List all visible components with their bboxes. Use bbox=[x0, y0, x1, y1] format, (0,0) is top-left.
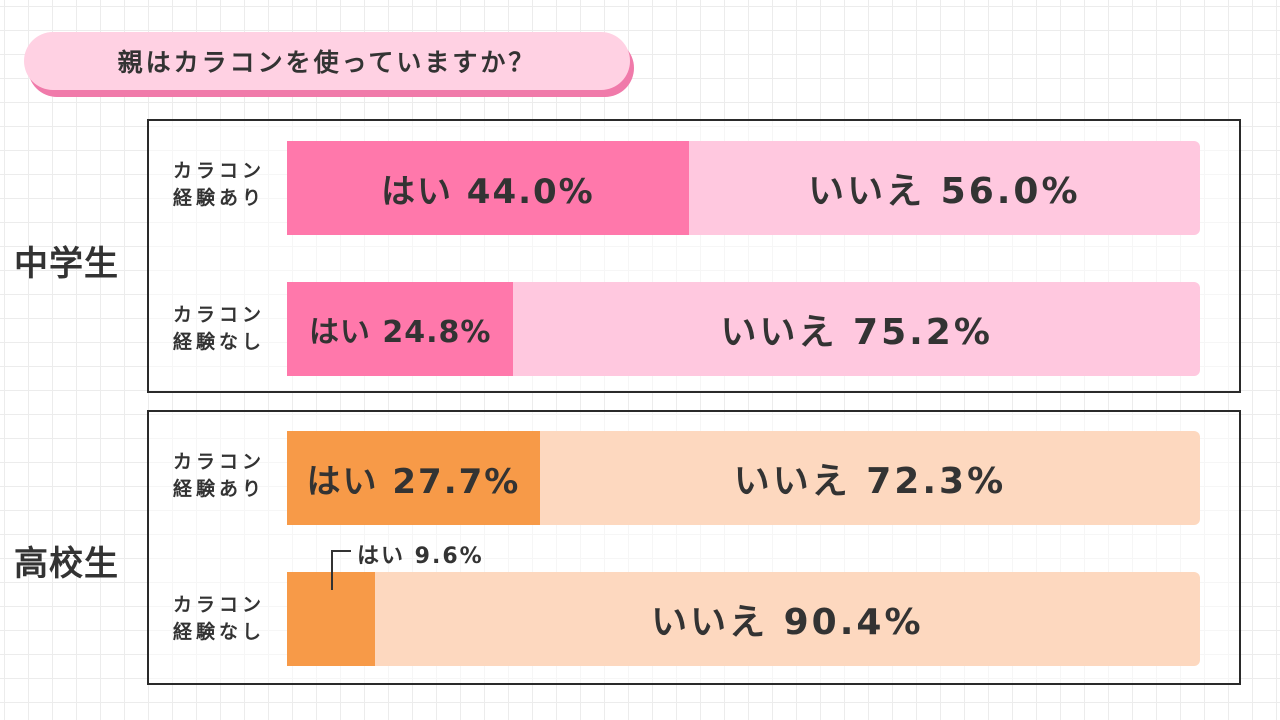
bar-no-label: いいえ 56.0% bbox=[808, 171, 1081, 212]
group-label-junior-high: 中学生 bbox=[14, 244, 119, 284]
chart-title: 親はカラコンを使っていますか？ bbox=[24, 32, 630, 90]
bar-no-segment: いいえ 90.4% bbox=[374, 572, 1200, 666]
row-label-junior-experienced: カラコン 経験あり bbox=[158, 158, 280, 212]
row-label-senior-inexperienced: カラコン 経験なし bbox=[158, 592, 280, 646]
row-label-line: カラコン bbox=[172, 451, 265, 473]
row-label-line: 経験なし bbox=[172, 621, 265, 643]
bar-yes-segment: はい 24.8% bbox=[287, 282, 514, 376]
bar-junior-inexperienced: はい 24.8% いいえ 75.2% bbox=[287, 282, 1200, 376]
row-label-line: 経験あり bbox=[172, 187, 265, 209]
row-label-line: カラコン bbox=[172, 160, 265, 182]
row-label-line: カラコン bbox=[172, 304, 265, 326]
bar-no-segment: いいえ 72.3% bbox=[539, 431, 1200, 525]
bar-no-label: いいえ 72.3% bbox=[733, 461, 1007, 502]
row-label-line: 経験なし bbox=[172, 331, 265, 353]
bar-yes-segment: はい 44.0% bbox=[287, 141, 689, 235]
bar-senior-experienced: はい 27.7% いいえ 72.3% bbox=[287, 431, 1200, 525]
bar-senior-inexperienced: いいえ 90.4% bbox=[287, 572, 1200, 666]
row-label-senior-experienced: カラコン 経験あり bbox=[158, 449, 280, 503]
bar-yes-label: はい 24.8% bbox=[308, 315, 492, 350]
bar-no-segment: いいえ 56.0% bbox=[688, 141, 1200, 235]
bar-no-label: いいえ 75.2% bbox=[720, 312, 993, 353]
row-label-line: 経験あり bbox=[172, 478, 265, 500]
bar-yes-label: はい 27.7% bbox=[306, 461, 521, 502]
bar-yes-segment bbox=[287, 572, 375, 666]
bar-yes-callout-label: はい 9.6% bbox=[357, 544, 484, 569]
chart-title-banner: 親はカラコンを使っていますか？ bbox=[24, 32, 638, 100]
bar-yes-label: はい 44.0% bbox=[380, 171, 595, 212]
bar-junior-experienced: はい 44.0% いいえ 56.0% bbox=[287, 141, 1200, 235]
row-label-line: カラコン bbox=[172, 594, 265, 616]
bar-no-label: いいえ 90.4% bbox=[651, 602, 924, 643]
group-label-senior-high: 高校生 bbox=[14, 544, 119, 584]
callout-leader-line bbox=[331, 550, 351, 552]
callout-leader-line bbox=[331, 550, 333, 590]
bar-no-segment: いいえ 75.2% bbox=[513, 282, 1200, 376]
bar-yes-segment: はい 27.7% bbox=[287, 431, 540, 525]
row-label-junior-inexperienced: カラコン 経験なし bbox=[158, 302, 280, 356]
